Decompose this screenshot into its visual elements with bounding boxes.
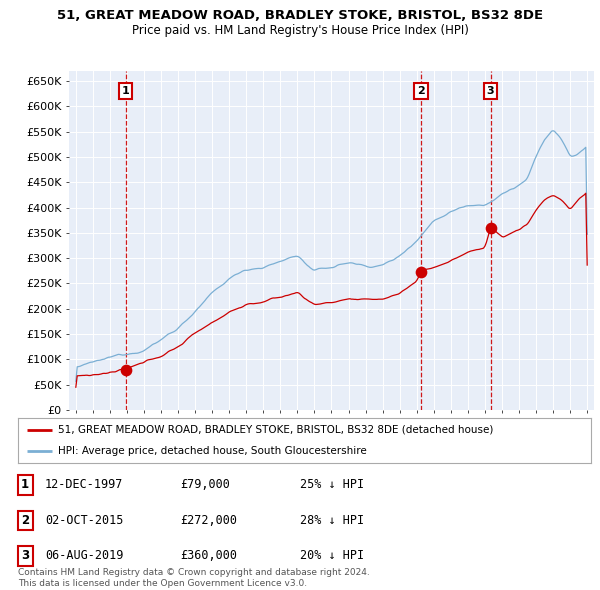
Text: £360,000: £360,000 xyxy=(180,549,237,562)
Text: 28% ↓ HPI: 28% ↓ HPI xyxy=(300,514,364,527)
Text: £79,000: £79,000 xyxy=(180,478,230,491)
Text: 12-DEC-1997: 12-DEC-1997 xyxy=(45,478,124,491)
Point xyxy=(121,365,130,375)
Text: Price paid vs. HM Land Registry's House Price Index (HPI): Price paid vs. HM Land Registry's House … xyxy=(131,24,469,37)
Point xyxy=(486,223,496,232)
Point xyxy=(416,268,426,277)
Text: 25% ↓ HPI: 25% ↓ HPI xyxy=(300,478,364,491)
Text: 51, GREAT MEADOW ROAD, BRADLEY STOKE, BRISTOL, BS32 8DE (detached house): 51, GREAT MEADOW ROAD, BRADLEY STOKE, BR… xyxy=(58,425,493,435)
Text: 06-AUG-2019: 06-AUG-2019 xyxy=(45,549,124,562)
Text: 1: 1 xyxy=(122,86,130,96)
Text: £272,000: £272,000 xyxy=(180,514,237,527)
Text: 3: 3 xyxy=(487,86,494,96)
Text: HPI: Average price, detached house, South Gloucestershire: HPI: Average price, detached house, Sout… xyxy=(58,446,367,456)
Text: 51, GREAT MEADOW ROAD, BRADLEY STOKE, BRISTOL, BS32 8DE: 51, GREAT MEADOW ROAD, BRADLEY STOKE, BR… xyxy=(57,9,543,22)
Text: 2: 2 xyxy=(21,514,29,527)
Text: 02-OCT-2015: 02-OCT-2015 xyxy=(45,514,124,527)
Text: 2: 2 xyxy=(417,86,425,96)
Text: 3: 3 xyxy=(21,549,29,562)
Text: Contains HM Land Registry data © Crown copyright and database right 2024.: Contains HM Land Registry data © Crown c… xyxy=(18,568,370,577)
Text: This data is licensed under the Open Government Licence v3.0.: This data is licensed under the Open Gov… xyxy=(18,579,307,588)
Text: 1: 1 xyxy=(21,478,29,491)
Text: 20% ↓ HPI: 20% ↓ HPI xyxy=(300,549,364,562)
